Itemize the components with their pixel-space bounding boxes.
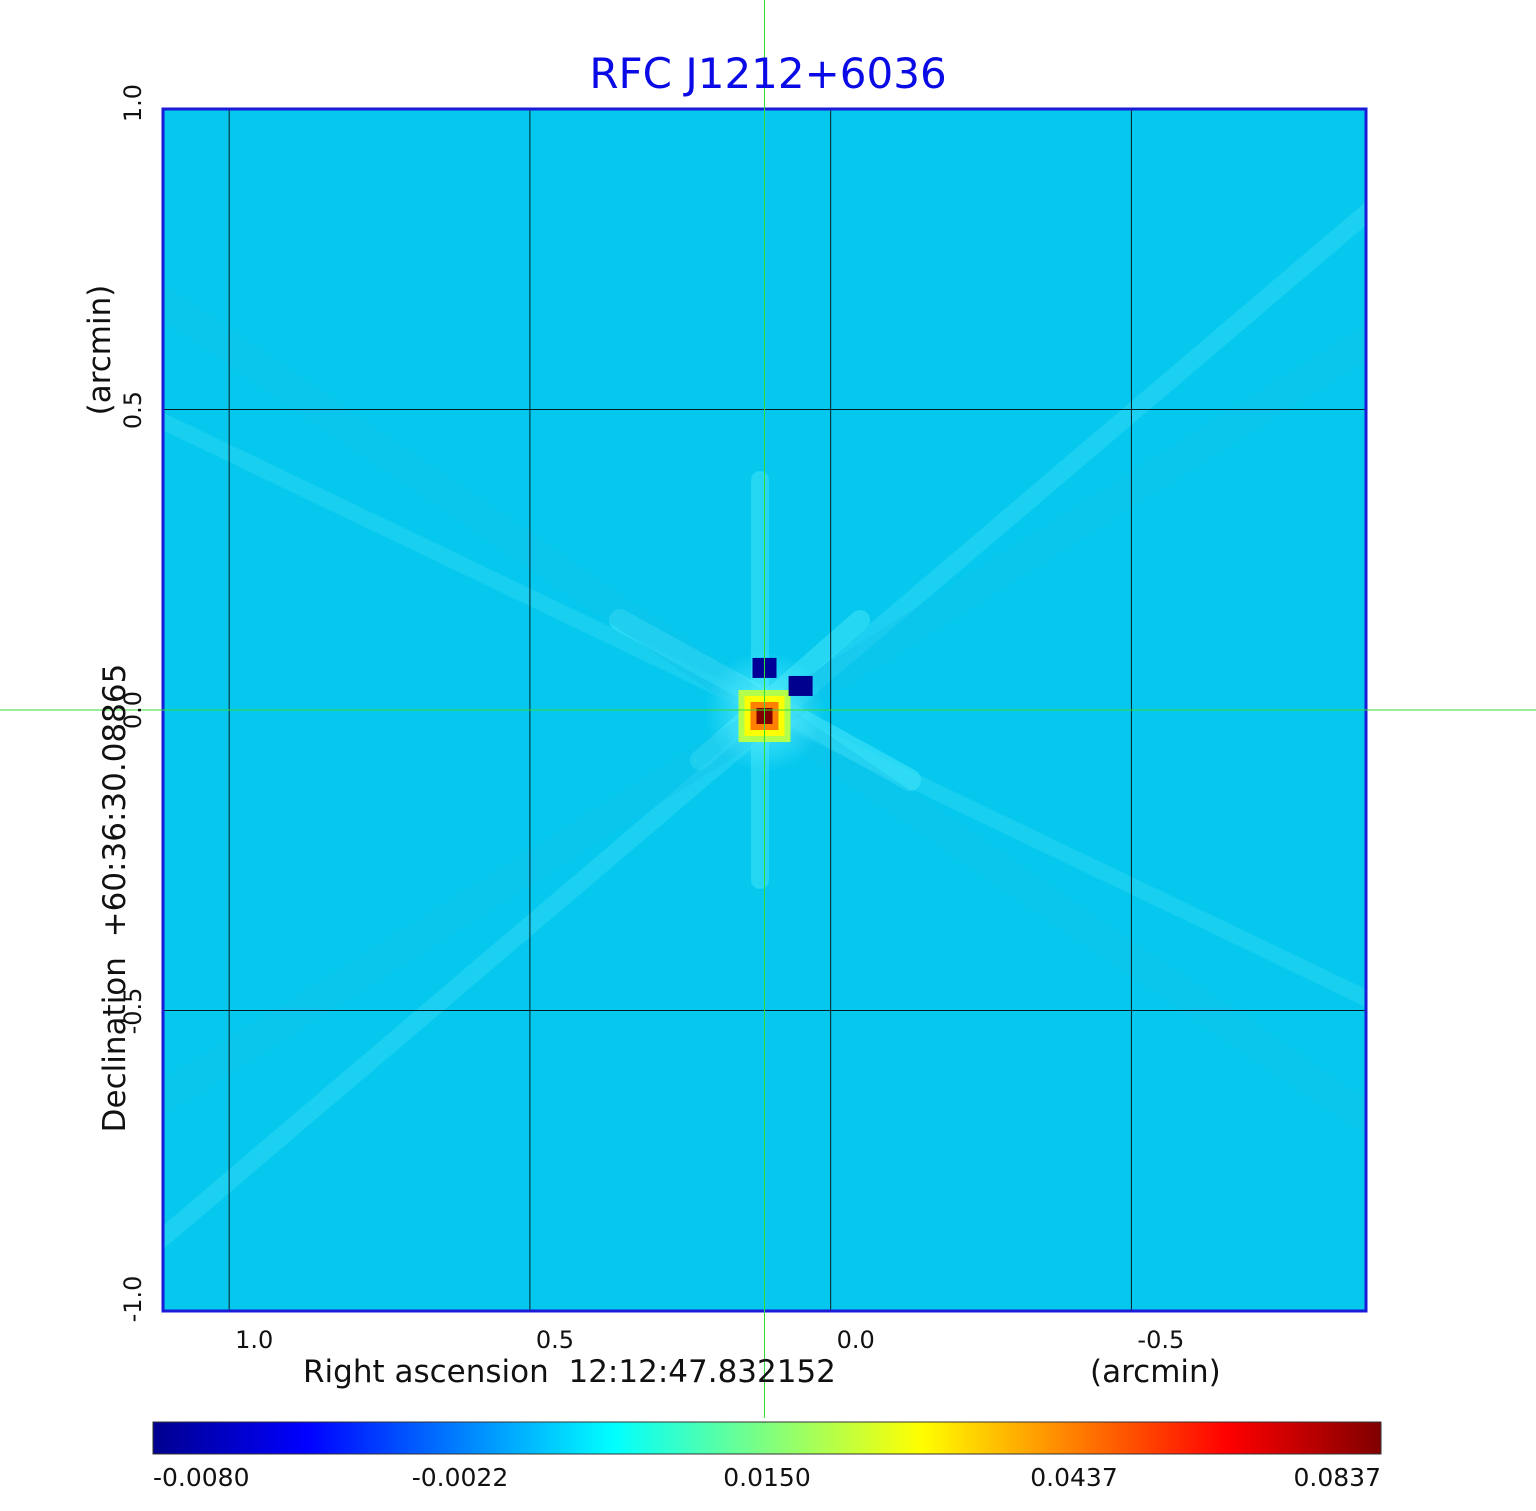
- y-tick-label: 0.5: [119, 390, 147, 429]
- colorbar-tick-label: -0.0022: [411, 1463, 509, 1492]
- colorbar-tick-label: 0.0437: [1030, 1463, 1118, 1492]
- y-tick-label: 1.0: [119, 83, 147, 123]
- colorbar-tick-label: -0.0080: [153, 1463, 250, 1492]
- x-axis-label: Right ascension 12:12:47.832152: [303, 1354, 836, 1390]
- y-axis-label: Declination +60:36:30.08865: [97, 663, 133, 1133]
- colorbar: [152, 1421, 1382, 1455]
- minimum-feature-1: [788, 675, 813, 696]
- y-axis-unit: (arcmin): [82, 284, 118, 416]
- y-tick-label: -1.0: [119, 1275, 147, 1323]
- x-axis-unit: (arcmin): [1090, 1354, 1221, 1390]
- colorbar-tick-label: 0.0837: [1293, 1463, 1381, 1492]
- chart-title: RFC J1212+6036: [589, 49, 947, 98]
- x-tick-label: 0.0: [836, 1326, 875, 1354]
- crosshair: [0, 0, 1536, 1418]
- x-tick-label: 1.0: [235, 1326, 274, 1354]
- x-tick-label: -0.5: [1137, 1326, 1185, 1354]
- colorbar-tick-label: 0.0150: [723, 1463, 811, 1492]
- x-tick-label: 0.5: [535, 1326, 575, 1354]
